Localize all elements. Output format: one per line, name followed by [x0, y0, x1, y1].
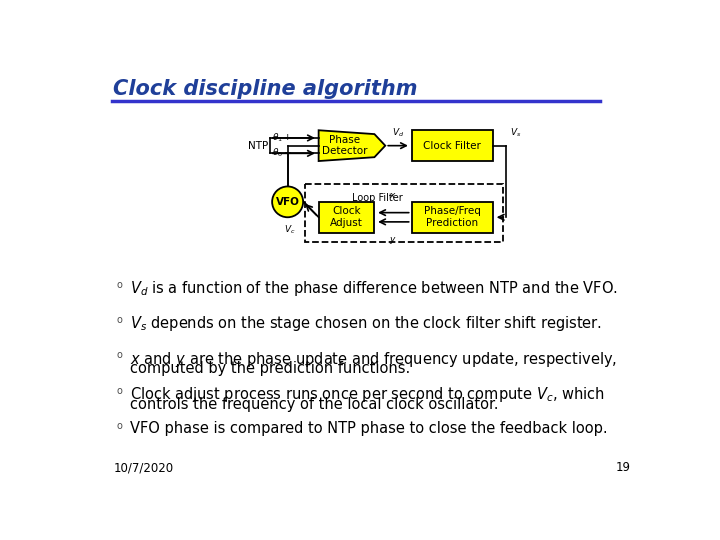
- Text: Clock
Adjust: Clock Adjust: [330, 206, 363, 228]
- Text: Phase/Freq
Prediction: Phase/Freq Prediction: [424, 206, 481, 228]
- Text: $x$: $x$: [390, 191, 397, 200]
- Text: computed by the prediction functions.: computed by the prediction functions.: [130, 361, 410, 376]
- Text: 19: 19: [616, 462, 631, 475]
- Text: Phase
Detector: Phase Detector: [323, 135, 368, 157]
- Text: o: o: [117, 280, 122, 289]
- Text: $V_d$: $V_d$: [392, 127, 405, 139]
- Text: VFO: VFO: [276, 197, 300, 207]
- Text: o: o: [117, 315, 122, 325]
- Text: $x$ and $y$ are the phase update and frequency update, respectively,: $x$ and $y$ are the phase update and fre…: [130, 350, 617, 369]
- Text: o: o: [117, 421, 122, 431]
- Text: controls the frequency of the local clock oscillator.: controls the frequency of the local cloc…: [130, 397, 499, 411]
- Text: $V_s$ depends on the stage chosen on the clock filter shift register.: $V_s$ depends on the stage chosen on the…: [130, 314, 603, 333]
- Text: NTP: NTP: [248, 140, 269, 151]
- Polygon shape: [319, 130, 385, 161]
- Text: Clock discipline algorithm: Clock discipline algorithm: [113, 79, 418, 99]
- Text: Clock adjust process runs once per second to compute $V_c$, which: Clock adjust process runs once per secon…: [130, 385, 606, 404]
- Text: 10/7/2020: 10/7/2020: [113, 462, 174, 475]
- Text: Loop Filter: Loop Filter: [352, 193, 402, 202]
- FancyBboxPatch shape: [412, 202, 493, 233]
- Text: Clock Filter: Clock Filter: [423, 140, 481, 151]
- Text: $V_d$ is a function of the phase difference between NTP and the VFO.: $V_d$ is a function of the phase differe…: [130, 279, 618, 298]
- Text: $V_s$: $V_s$: [510, 127, 521, 139]
- Text: $V_c$: $V_c$: [284, 224, 295, 236]
- Text: o: o: [117, 350, 122, 361]
- Text: o: o: [117, 386, 122, 396]
- Circle shape: [272, 186, 303, 217]
- Text: VFO phase is compared to NTP phase to close the feedback loop.: VFO phase is compared to NTP phase to cl…: [130, 421, 608, 436]
- Text: $\theta_1+$: $\theta_1+$: [272, 132, 292, 144]
- Text: $\theta_0-$: $\theta_0-$: [272, 146, 292, 159]
- FancyBboxPatch shape: [319, 202, 374, 233]
- FancyBboxPatch shape: [412, 130, 493, 161]
- Text: $y$: $y$: [390, 235, 397, 246]
